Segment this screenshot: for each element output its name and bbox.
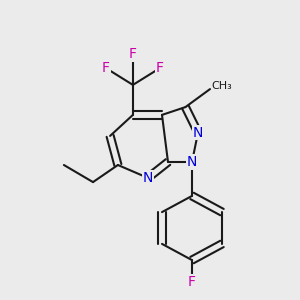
Text: F: F [156,61,164,75]
Text: N: N [143,171,153,185]
Text: CH₃: CH₃ [212,81,233,91]
Text: F: F [129,47,137,61]
Text: F: F [188,275,196,289]
Text: F: F [102,61,110,75]
Text: N: N [193,126,203,140]
Text: N: N [187,155,197,169]
